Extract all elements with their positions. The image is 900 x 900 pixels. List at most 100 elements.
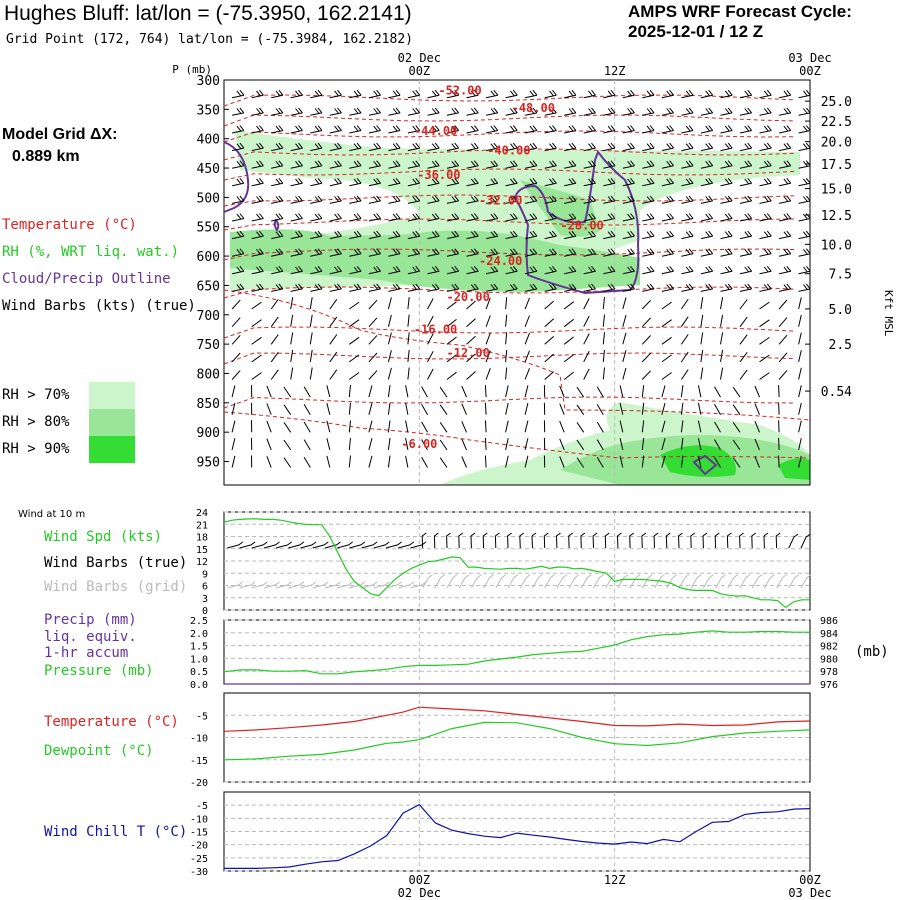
- wind-barb: [368, 385, 373, 398]
- wind-barb: [603, 213, 616, 222]
- wind-barb: [798, 107, 811, 116]
- mb-unit-label: (mb): [855, 644, 889, 660]
- wind-barb: [697, 402, 702, 415]
- wind-barb: [759, 160, 772, 169]
- wind-barb: [439, 439, 448, 451]
- wind-barb: [427, 333, 434, 345]
- wind-barb: [642, 265, 655, 275]
- wind-barb: [739, 160, 753, 169]
- wind-barb: [661, 402, 666, 415]
- wind-barb: [622, 107, 635, 116]
- wind-barb: [680, 298, 689, 310]
- true-wind-barb: [751, 532, 757, 549]
- wind-barb: [661, 230, 674, 240]
- wind-barb: [349, 213, 362, 222]
- wind-barb: [505, 125, 518, 134]
- wind-barb: [603, 107, 616, 116]
- true-wind-barb: [275, 541, 292, 549]
- true-wind-barb: [616, 532, 622, 549]
- wind-barb: [349, 248, 362, 257]
- wind-barb: [388, 195, 401, 204]
- wind-barb: [505, 107, 518, 116]
- pressure-tick-label: 750: [197, 338, 220, 353]
- grid-wind-barb: [410, 581, 427, 589]
- wind-barb: [427, 265, 440, 275]
- wind-barb: [231, 370, 241, 380]
- wind-barb: [720, 283, 733, 292]
- grid-wind-barb: [556, 574, 568, 589]
- true-wind-barb: [739, 532, 744, 549]
- wind-barb: [407, 177, 421, 187]
- wind-barb: [778, 195, 792, 204]
- true-wind-barb: [690, 532, 696, 549]
- wind-barb: [505, 438, 509, 451]
- true-wind-barb: [531, 532, 537, 549]
- wind-barb: [714, 456, 721, 468]
- grid-wind-barb: [336, 581, 353, 589]
- height-tick-label: 25.0: [821, 95, 852, 110]
- grid-wind-barb: [251, 581, 268, 589]
- p-axis-label: P (mb): [172, 63, 212, 76]
- wind-barb: [309, 367, 313, 380]
- wind-barb: [368, 160, 381, 169]
- temp-tick-label: -5: [196, 711, 208, 722]
- wind-barb: [524, 213, 538, 222]
- wind-barb: [251, 336, 262, 345]
- true-wind-barb: [300, 541, 317, 549]
- pressure-tick-label: 350: [197, 103, 220, 118]
- rh-swatch: [89, 409, 135, 436]
- wind-barb: [290, 283, 303, 292]
- wind-barb: [798, 125, 811, 134]
- wind-barb: [622, 195, 635, 204]
- wind-barb: [642, 142, 655, 152]
- wind-barb: [505, 367, 508, 380]
- wind-barb: [271, 213, 284, 222]
- true-wind-barb: [555, 532, 561, 549]
- wind-barb: [544, 353, 555, 363]
- wind-barb: [661, 301, 672, 310]
- wind-barb: [524, 248, 538, 257]
- wind-barb: [622, 367, 627, 380]
- wind-barb: [564, 213, 577, 222]
- wind-barb: [461, 385, 467, 398]
- wind-barb: [778, 352, 788, 363]
- wind-barb: [680, 437, 684, 450]
- true-wind-barb: [592, 532, 598, 549]
- wind-barb: [368, 352, 378, 363]
- true-wind-barb: [324, 541, 341, 549]
- wind-barb: [583, 333, 590, 345]
- wind-barb: [720, 160, 733, 169]
- grid-wind-barb: [239, 581, 256, 589]
- wind-barb: [524, 265, 538, 275]
- wind-barb: [388, 230, 401, 240]
- wind-barb: [505, 265, 518, 275]
- true-wind-barb: [239, 541, 256, 549]
- wind-barb: [697, 420, 702, 433]
- true-wind-barb: [714, 532, 720, 549]
- wind-barb: [407, 142, 421, 152]
- true-wind-barb: [361, 541, 378, 549]
- wind-barb: [505, 297, 508, 310]
- wind-barb: [778, 160, 792, 169]
- pressure-tick-label-right: 980: [820, 654, 838, 665]
- wind-barb: [714, 439, 721, 451]
- wind-barb: [681, 213, 694, 222]
- bottom-time-label: 12Z: [604, 873, 626, 887]
- grid-wind-barb: [580, 574, 592, 589]
- height-tick-label: 20.0: [821, 136, 852, 151]
- precip-tick-label: 1.0: [190, 654, 208, 665]
- wind-barb: [231, 317, 241, 328]
- cloud-outline: [273, 218, 280, 232]
- wind-barb: [681, 248, 694, 257]
- wind-barb: [759, 230, 772, 240]
- wind-barb: [290, 332, 294, 345]
- wind-speed-tick-label: 18: [196, 533, 208, 544]
- wind-barb: [720, 332, 724, 345]
- wind-barb: [329, 160, 342, 169]
- wind-barb: [619, 385, 624, 398]
- wind-barb: [466, 125, 479, 134]
- temp-contour-label: -16.00: [414, 322, 457, 336]
- legend-temperature: Temperature (°C): [2, 217, 137, 233]
- wind-barb: [564, 142, 577, 152]
- true-wind-barb: [800, 533, 811, 549]
